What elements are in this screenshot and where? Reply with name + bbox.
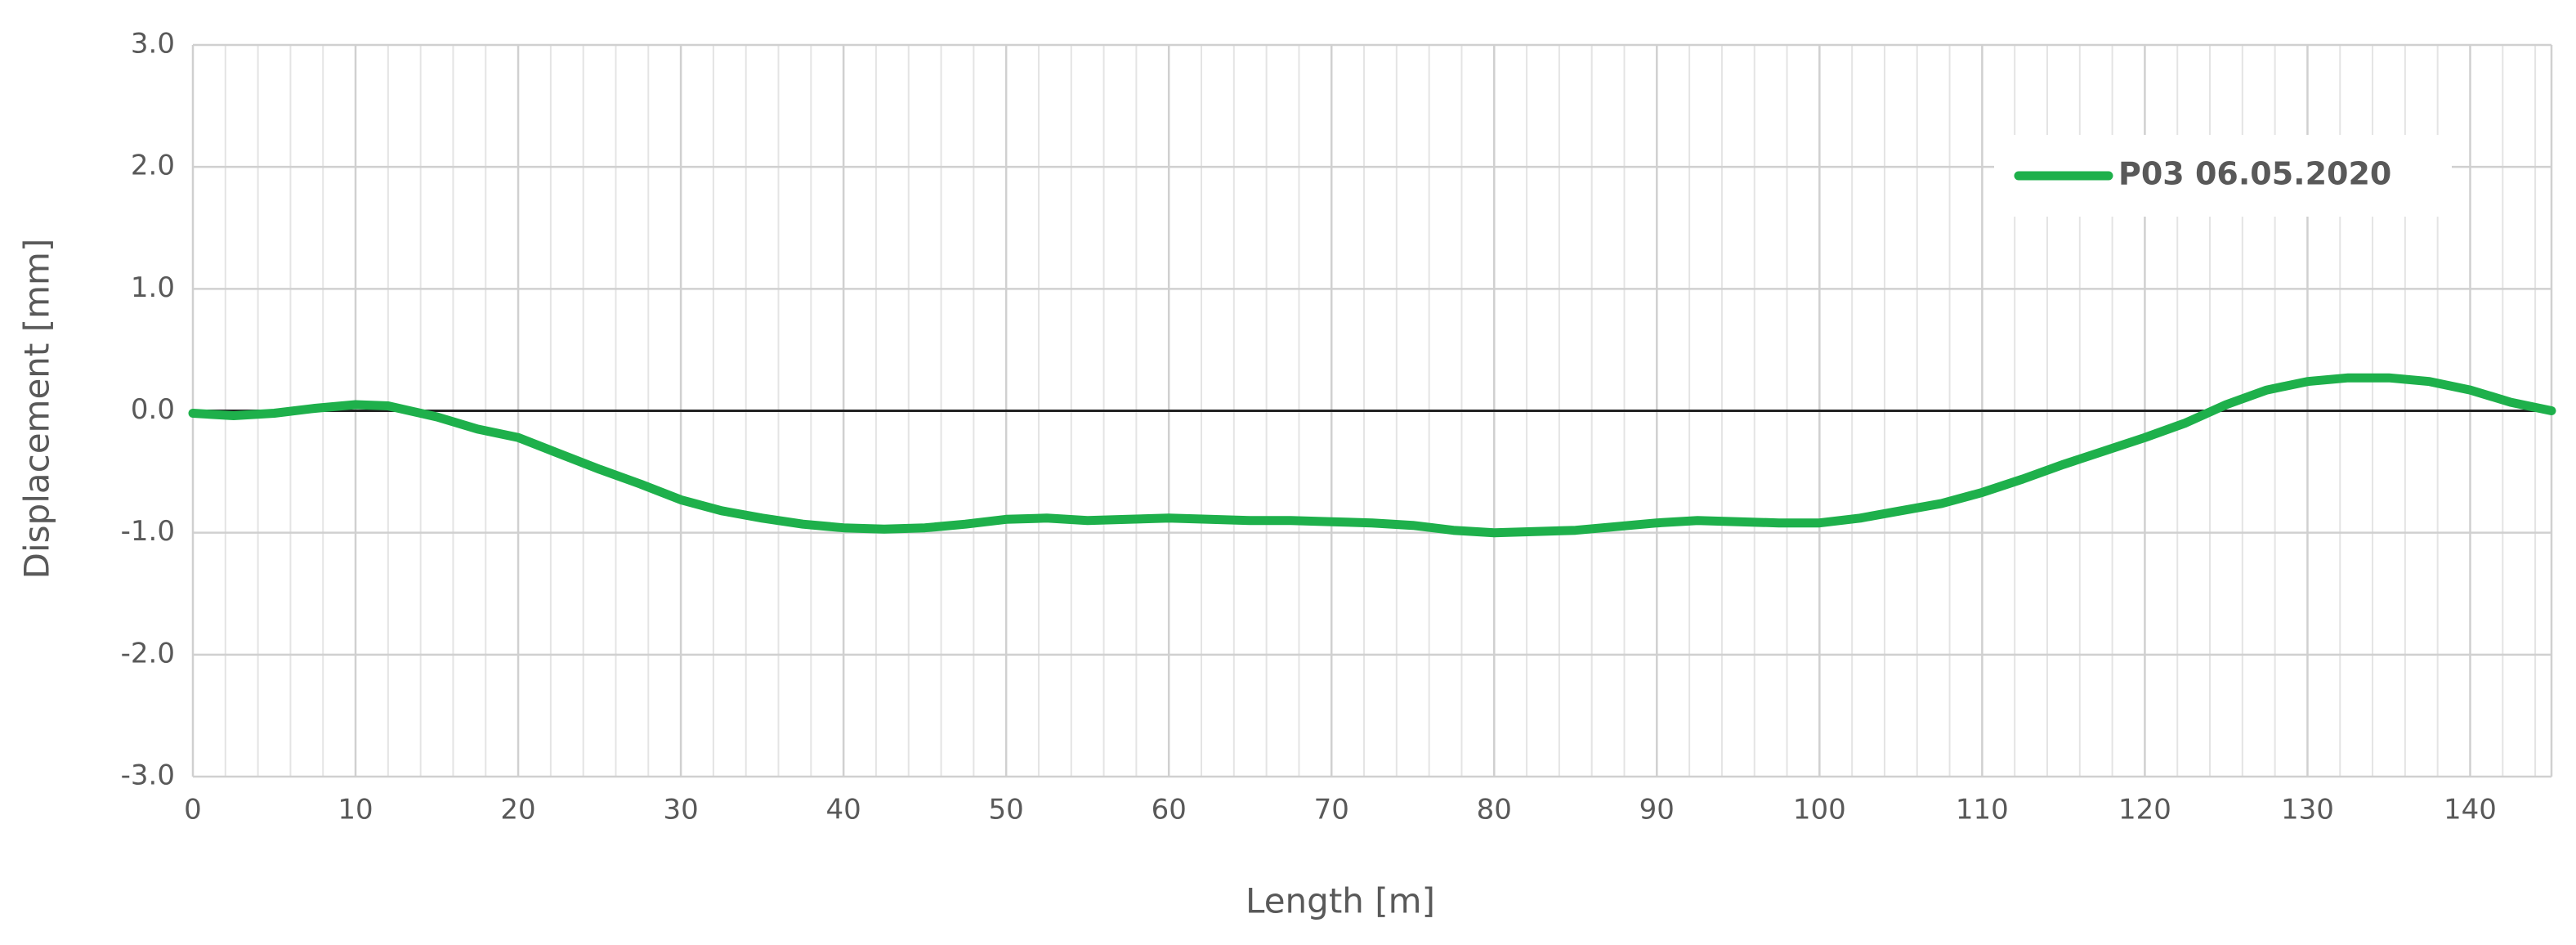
x-tick-label: 80 — [1477, 794, 1512, 826]
y-tick-label: -1.0 — [121, 515, 175, 548]
x-tick-label: 30 — [663, 794, 698, 826]
x-tick-label: 20 — [500, 794, 535, 826]
x-tick-label: 60 — [1152, 794, 1187, 826]
x-tick-label: 140 — [2444, 794, 2497, 826]
x-tick-label: 120 — [2118, 794, 2171, 826]
data-line — [188, 373, 2556, 538]
x-tick-label: 130 — [2281, 794, 2334, 826]
legend-label: P03 06.05.2020 — [2118, 156, 2391, 192]
legend: P03 06.05.2020 — [1994, 135, 2452, 217]
y-axis-title: Displacement [mm] — [17, 239, 57, 580]
y-tick-label: 1.0 — [131, 271, 175, 304]
y-tick-label: 0.0 — [131, 393, 175, 426]
x-tick-label: 50 — [989, 794, 1024, 826]
x-tick-label: 40 — [826, 794, 861, 826]
y-tick-label: -3.0 — [121, 759, 175, 792]
x-tick-label: 100 — [1793, 794, 1846, 826]
x-tick-label: 110 — [1956, 794, 2009, 826]
x-tick-label: 10 — [338, 794, 373, 826]
y-tick-label: 3.0 — [131, 28, 175, 60]
y-tick-label: -2.0 — [121, 637, 175, 670]
x-axis-title: Length [m] — [1246, 881, 1435, 921]
y-tick-label: 2.0 — [131, 150, 175, 182]
x-tick-label: 0 — [184, 794, 202, 826]
x-tick-label: 90 — [1639, 794, 1675, 826]
x-tick-label: 70 — [1314, 794, 1349, 826]
